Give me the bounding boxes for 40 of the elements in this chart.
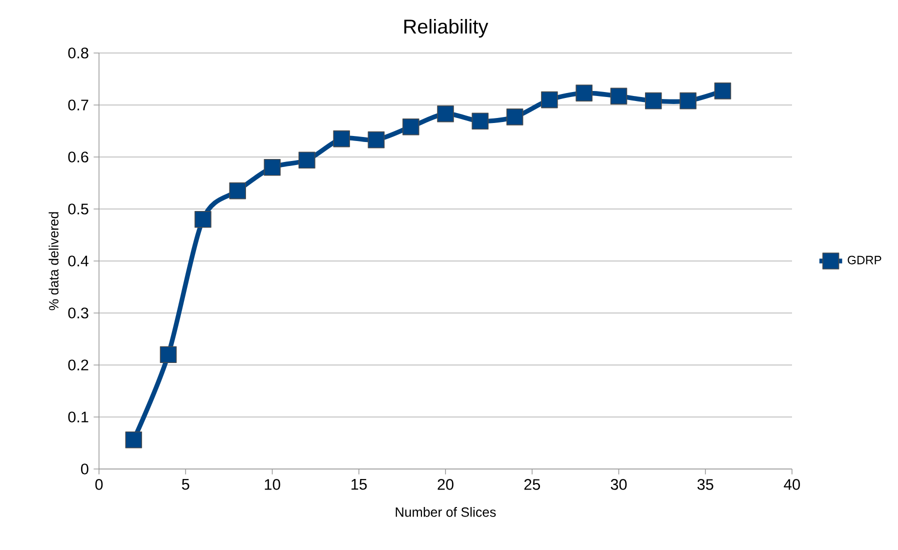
x-tick-label: 0: [95, 479, 103, 490]
point: [298, 152, 316, 169]
point: [194, 211, 212, 228]
y-tick-label: 0.1: [68, 412, 88, 422]
x-tick-label: 35: [697, 479, 714, 490]
x-tick-label: 5: [182, 479, 190, 490]
y-tick-label: 0.3: [68, 308, 88, 318]
y-tick-label: 0: [81, 464, 88, 474]
x-tick-label: 25: [524, 479, 540, 490]
x-axis-title: Number of Slices: [396, 507, 496, 517]
point: [160, 346, 177, 363]
x-tick-label: 20: [438, 479, 454, 490]
legend-label: GDRP: [848, 256, 882, 264]
point: [368, 131, 385, 148]
point: [645, 92, 662, 110]
point: [472, 112, 489, 130]
x-tick-label: 15: [352, 479, 367, 490]
x-tick-label: 10: [264, 479, 280, 490]
point: [125, 431, 142, 448]
y-tick-label: 0.6: [68, 152, 88, 162]
point: [680, 92, 696, 110]
x-tick-label: 30: [610, 479, 627, 490]
y-tick-label: 0.7: [68, 100, 88, 110]
point: [714, 82, 732, 100]
point: [229, 182, 246, 200]
point: [402, 118, 420, 136]
x-tick-label: 40: [784, 479, 800, 490]
point: [541, 91, 558, 108]
point: [264, 158, 281, 176]
point: [437, 105, 454, 122]
point: [506, 108, 524, 126]
y-tick-label: 0.8: [68, 48, 88, 58]
point: [576, 84, 593, 102]
chart-title: Reliability: [404, 18, 488, 38]
y-tick-label: 0.2: [68, 360, 88, 370]
y-tick-label: 0.4: [68, 256, 89, 266]
y-tick-label: 0.5: [68, 204, 88, 214]
y-axis-title: % data delivered: [48, 212, 58, 310]
point: [333, 130, 350, 148]
point: [610, 88, 628, 105]
